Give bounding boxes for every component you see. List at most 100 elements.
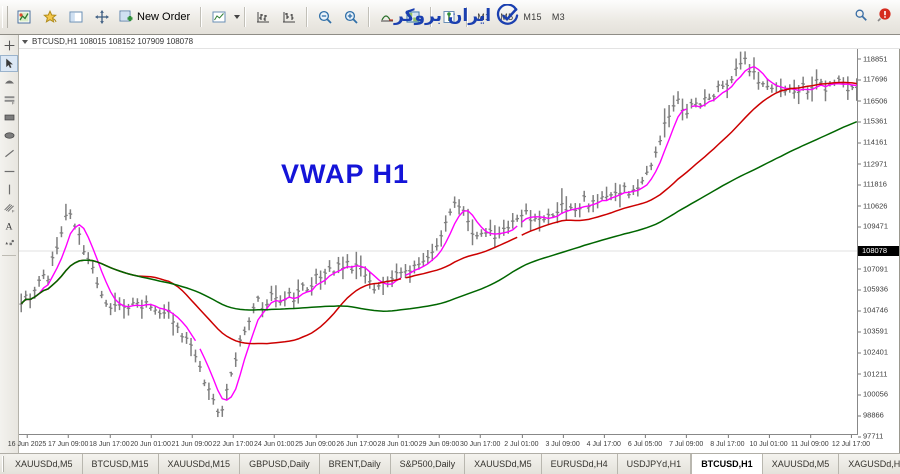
horizontal-line-tool[interactable]: [0, 163, 18, 180]
drawing-toolbar: F: [0, 35, 19, 457]
chart-tab[interactable]: XAGUSDd,H1: [839, 454, 900, 474]
price-tick-label: 100056: [858, 390, 899, 399]
auto-scroll-button[interactable]: [375, 5, 399, 29]
text-tool[interactable]: A: [0, 217, 18, 234]
alert-badge-icon[interactable]: [876, 7, 892, 23]
toolbar-separator-2: [244, 7, 247, 27]
candlestick-button[interactable]: [277, 5, 301, 29]
tabbar-grip[interactable]: [2, 456, 4, 472]
trendline-tool[interactable]: [0, 145, 18, 162]
price-axis[interactable]: 118851 117696 116506 115361 114161 112971 1118…: [857, 49, 899, 441]
candlestick-icon: [283, 12, 296, 23]
price-tick-label: 118851: [858, 54, 899, 63]
time-tick-label: 7 Jul 09:00: [669, 435, 703, 448]
ellipse-tool[interactable]: [0, 127, 18, 144]
time-tick-label: 3 Jul 09:00: [545, 435, 580, 448]
crosshair-tool[interactable]: [0, 37, 18, 54]
rectangle-tool[interactable]: [0, 109, 18, 126]
zoom-in-button[interactable]: [339, 5, 363, 29]
bar-chart-tool[interactable]: [0, 73, 18, 90]
time-tick-label: 21 Jun 09:00: [172, 435, 212, 448]
star-icon: [43, 9, 57, 23]
terminal-button[interactable]: [64, 5, 88, 29]
market-watch-button[interactable]: [12, 5, 36, 29]
chart-tab[interactable]: EURUSDd,H4: [541, 454, 618, 474]
zoom-out-button[interactable]: [313, 5, 337, 29]
auto-scroll-icon: [381, 15, 394, 22]
indicators-button[interactable]: [437, 5, 461, 29]
vertical-line-icon: [8, 184, 10, 195]
zoom-in-icon: [345, 10, 358, 24]
vwap-slow-line: [20, 121, 858, 312]
rectangle-icon: [4, 114, 14, 121]
market-watch-icon: [17, 10, 31, 24]
cursor-tool[interactable]: [0, 55, 18, 72]
chart-tab[interactable]: XAUUSDd,M5: [465, 454, 542, 474]
chart-tab[interactable]: BTCUSD,H1: [691, 454, 763, 474]
triangle-icon: [4, 80, 14, 84]
drawing-toolbar-separator: [2, 255, 16, 256]
price-tick-label: 107091: [858, 264, 899, 273]
toolbar-separator-3: [306, 7, 309, 27]
price-tick-label: 102401: [858, 348, 899, 357]
chart-tab[interactable]: S&P500,Daily: [390, 454, 466, 474]
current-price-label: 108078: [858, 246, 899, 257]
check-circle-icon: [496, 4, 519, 25]
time-tick-label: 20 Jun 01:00: [130, 435, 171, 448]
price-tick-label: 112971: [858, 159, 899, 168]
chart-type-dropdown-icon[interactable]: [234, 15, 241, 19]
chart-type-button[interactable]: [207, 5, 231, 29]
chart-tab[interactable]: USDJPYd,H1: [617, 454, 692, 474]
new-order-icon: [119, 10, 133, 22]
time-tick-label: 12 Jul 17:00: [832, 435, 870, 448]
price-tick-label: 114161: [858, 138, 899, 147]
chart-tab[interactable]: XAUUSDd,M15: [158, 454, 241, 474]
time-tick-label: 22 Jun 17:00: [213, 435, 253, 448]
tile-windows-button[interactable]: [401, 5, 425, 29]
chart-header: BTCUSD,H1 108015 108152 107909 108078: [19, 35, 900, 49]
chart-tab[interactable]: BRENT,Daily: [319, 454, 391, 474]
chart-canvas[interactable]: BTCUSD,H1 108015 108152 107909 108078 VW…: [8, 35, 900, 455]
svg-text:F: F: [11, 100, 14, 105]
search-icon[interactable]: [854, 8, 868, 22]
timeframe-m15-button[interactable]: M15: [523, 12, 542, 22]
shapes-tool[interactable]: [0, 235, 18, 252]
chart-tab[interactable]: GBPUSD,Daily: [240, 454, 320, 474]
timeframe-m1-button[interactable]: M1: [477, 12, 491, 22]
chart-tab[interactable]: BTCUSD,M15: [82, 454, 159, 474]
toolbar-grip[interactable]: [2, 6, 8, 28]
chart-header-text: BTCUSD,H1 108015 108152 107909 108078: [32, 37, 194, 46]
price-tick-label: 117696: [858, 75, 899, 84]
time-tick-label: 4 Jul 17:00: [587, 435, 621, 448]
toolbar-right-icons: [854, 7, 892, 23]
equidistant-channel-tool[interactable]: F: [0, 91, 18, 108]
indicator-icon: [443, 11, 455, 23]
crosshair-icon: [4, 40, 14, 51]
timeframe-m30-button[interactable]: M3: [551, 12, 565, 22]
horizontal-line-icon: [4, 170, 14, 173]
vertical-line-tool[interactable]: [0, 181, 18, 198]
ellipse-icon: [4, 132, 14, 139]
new-order-button[interactable]: New Order: [115, 5, 196, 29]
shapes-icon: [4, 239, 14, 246]
main-toolbar: New Order: [0, 0, 900, 35]
navigator-button[interactable]: [38, 5, 62, 29]
crosshair-icon: [95, 10, 109, 24]
price-tick-label: 116506: [858, 96, 899, 105]
price-tick-label: 111816: [858, 180, 899, 189]
time-tick-label: 25 Jun 09:00: [295, 435, 336, 448]
time-axis[interactable]: 16 Jun 2025 17 Jun 09:00 18 Jun 17:00 20 Ju…: [8, 434, 870, 454]
fibonacci-tool[interactable]: F: [0, 199, 18, 216]
zoom-out-icon: [319, 10, 332, 24]
timeframe-m5-button[interactable]: M5: [500, 12, 514, 22]
bar-chart-button[interactable]: [251, 5, 275, 29]
price-tick-label: 101211: [858, 369, 899, 378]
price-plot[interactable]: VWAP H1: [19, 49, 858, 435]
time-tick-label: 28 Jun 01:00: [378, 435, 418, 448]
chart-tab[interactable]: XAUUSDd,M5: [762, 454, 840, 474]
time-tick-label: 2 Jul 01:00: [504, 435, 539, 448]
time-tick-label: 30 Jun 17:00: [460, 435, 500, 448]
chevron-down-icon[interactable]: [22, 39, 28, 44]
chart-tab[interactable]: XAUUSDd,M5: [6, 454, 83, 474]
crosshair-button[interactable]: [90, 5, 114, 29]
